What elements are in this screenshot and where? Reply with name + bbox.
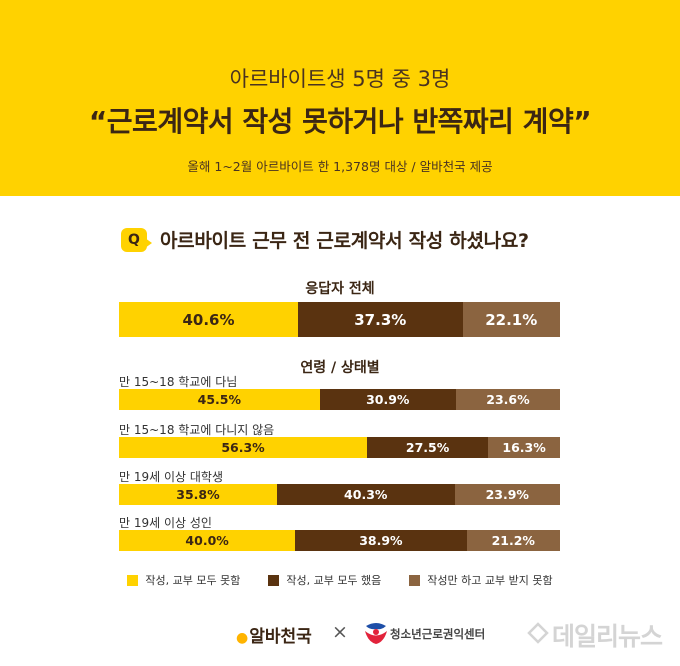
watermark-text: 데일리뉴스: [552, 622, 663, 651]
legend-label: 작성만 하고 교부 받지 못함: [427, 574, 553, 587]
group-label: 만 15~18 학교에 다님: [119, 375, 238, 389]
bar-segment: 56.3%: [119, 437, 368, 458]
header-subtitle: 아르바이트생 5명 중 3명: [229, 67, 451, 91]
bar-segment: 23.9%: [454, 484, 560, 505]
bar-segment: 40.0%: [119, 530, 296, 551]
youth-labor-center-name: 청소년근로권익센터: [390, 627, 486, 641]
header-title: “근로계약서 작성 못하거나 반쪽짜리 계약”: [88, 105, 592, 138]
group-label: 만 19세 이상 성인: [119, 516, 212, 530]
data-label: 40.0%: [185, 533, 229, 548]
data-label: 35.8%: [176, 487, 220, 502]
data-label: 45.5%: [197, 392, 241, 407]
group-label: 만 19세 이상 대학생: [119, 470, 223, 484]
group-stacked-bar: 45.5% 30.9% 23.6%: [119, 389, 560, 410]
data-label: 40.6%: [182, 310, 235, 329]
bar-segment: 21.2%: [466, 530, 560, 551]
group-stacked-bar: 56.3% 27.5% 16.3%: [119, 437, 560, 458]
footer-logos: ●알바천국 × 청소년근로권익센터: [0, 618, 680, 648]
bar-segment: 30.9%: [319, 389, 456, 410]
data-label: 37.3%: [354, 310, 407, 329]
question-badge-icon: Q: [121, 228, 152, 252]
group-stacked-bar: 35.8% 40.3% 23.9%: [119, 484, 560, 505]
header-banner: 아르바이트생 5명 중 3명 “근로계약서 작성 못하거나 반쪽짜리 계약” 올…: [0, 0, 680, 196]
legend-item: 작성, 교부 모두 했음: [268, 572, 381, 588]
group-stacked-bar: 40.0% 38.9% 21.2%: [119, 530, 560, 551]
data-label: 22.1%: [485, 310, 538, 329]
overall-stacked-bar: 40.6% 37.3% 22.1%: [119, 302, 560, 337]
bar-segment: 45.5%: [119, 389, 320, 410]
data-label: 23.9%: [485, 487, 529, 502]
group-label: 만 15~18 학교에 다니지 않음: [119, 423, 275, 437]
bee-icon: ●: [236, 630, 249, 646]
chart-legend: 작성, 교부 모두 못함 작성, 교부 모두 했음 작성만 하고 교부 받지 못…: [0, 572, 680, 588]
albachunguk-logo: ●알바천국: [236, 627, 312, 647]
bar-segment: 38.9%: [295, 530, 467, 551]
data-label: 38.9%: [359, 533, 403, 548]
data-label: 40.3%: [344, 487, 388, 502]
bar-segment: 22.1%: [462, 302, 560, 337]
separator-icon: ×: [332, 621, 348, 643]
overall-section-title: 응답자 전체: [305, 281, 375, 297]
legend-label: 작성, 교부 모두 했음: [286, 574, 382, 587]
legend-item: 작성, 교부 모두 못함: [127, 572, 240, 588]
bar-segment: 40.3%: [276, 484, 455, 505]
data-label: 21.2%: [491, 533, 535, 548]
groups-section-title: 연령 / 상태별: [300, 360, 380, 376]
data-label: 30.9%: [366, 392, 410, 407]
bar-segment: 27.5%: [367, 437, 489, 458]
data-label: 23.6%: [486, 392, 530, 407]
youth-labor-center-logo-icon: [362, 618, 390, 650]
watermark-logo-icon: [527, 622, 549, 648]
legend-label: 작성, 교부 모두 못함: [145, 574, 241, 587]
question-text: 아르바이트 근무 전 근로계약서 작성 하셨나요?: [160, 230, 529, 252]
bar-segment: 23.6%: [455, 389, 560, 410]
data-label: 56.3%: [221, 440, 265, 455]
legend-swatch: [268, 574, 280, 586]
bar-segment: 40.6%: [119, 302, 299, 337]
legend-swatch: [127, 574, 139, 586]
legend-swatch: [409, 574, 421, 586]
header-source-note: 올해 1~2월 아르바이트 한 1,378명 대상 / 알바천국 제공: [187, 159, 493, 174]
bar-segment: 37.3%: [298, 302, 463, 337]
bar-segment: 16.3%: [488, 437, 560, 458]
legend-item: 작성만 하고 교부 받지 못함: [409, 572, 553, 588]
data-label: 27.5%: [405, 440, 450, 455]
bar-segment: 35.8%: [119, 484, 277, 505]
data-label: 16.3%: [502, 440, 546, 455]
